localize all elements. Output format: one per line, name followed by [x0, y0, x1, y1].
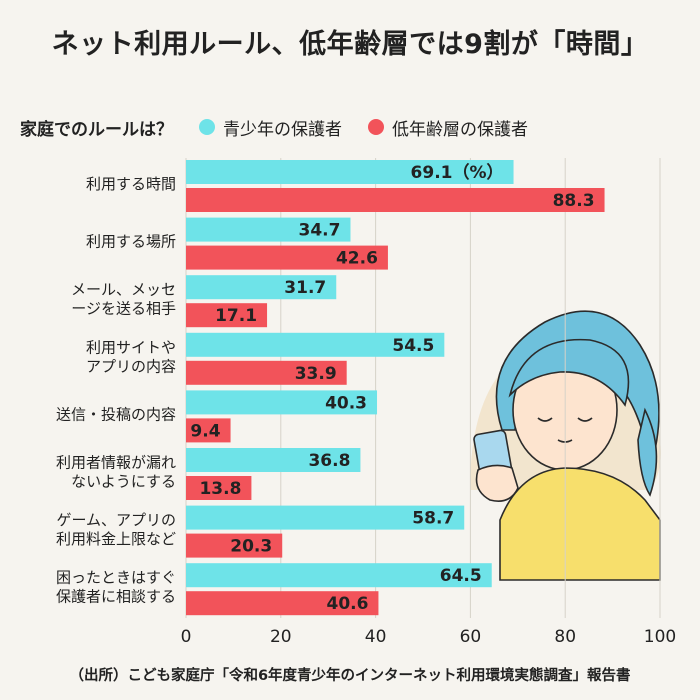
bar-series-2-3: [186, 360, 347, 385]
category-label-7-line-1: 保護者に相談する: [56, 588, 176, 606]
x-tick-label-60: 60: [460, 627, 482, 647]
value-label-series-2-1: 42.6: [336, 249, 378, 269]
legend-swatch-series-2: [368, 119, 384, 135]
category-label-2-line-0: メール、メッセ: [71, 281, 176, 299]
question-label: 家庭でのルールは？: [20, 119, 173, 140]
category-label-6-line-1: 利用料金上限など: [56, 530, 176, 548]
value-label-series-1-4: 40.3: [325, 393, 367, 413]
category-label-3-line-1: アプリの内容: [86, 357, 176, 375]
value-label-series-2-0: 88.3: [553, 191, 595, 211]
legend-swatch-series-1: [199, 119, 215, 135]
value-label-series-1-0: 69.1（%）: [411, 162, 504, 183]
source-note: （出所）こども家庭庁「令和6年度青少年のインターネット利用環境実態調査」報告書: [69, 668, 631, 684]
bar-series-1-1: [186, 217, 351, 242]
value-label-series-1-2: 31.7: [284, 278, 326, 298]
x-tick-label-40: 40: [365, 627, 387, 647]
bar-series-2-1: [186, 245, 388, 270]
bar-series-2-0: [186, 188, 605, 212]
category-label-0: 利用する時間: [86, 175, 176, 193]
bar-series-1-2: [186, 275, 337, 300]
bar-series-2-6: [186, 533, 283, 558]
category-label-5-line-0: 利用者情報が漏れ: [56, 454, 176, 472]
chart-title: ネット利用ルール、低年齢層では9割が「時間」: [51, 29, 649, 60]
bar-series-1-6: [186, 505, 465, 530]
legend-label-series-1: 青少年の保護者: [223, 119, 342, 140]
bar-series-1-4: [186, 390, 378, 415]
bar-series-2-5: [186, 476, 252, 500]
x-tick-label-80: 80: [554, 627, 576, 647]
legend: 家庭でのルールは？ 青少年の保護者 低年齢層の保護者: [20, 112, 528, 142]
bar-series-2-4: [186, 418, 231, 443]
x-tick-label-20: 20: [270, 627, 292, 647]
x-tick-label-0: 0: [181, 627, 192, 647]
woman-with-phone-illustration: [470, 310, 661, 581]
category-label-4: 送信・投稿の内容: [56, 405, 176, 423]
category-label-2-line-1: ージを送る相手: [71, 300, 176, 318]
category-label-5-line-1: ないようにする: [71, 473, 176, 491]
category-label-6-line-0: ゲーム、アプリの: [56, 511, 176, 529]
value-label-series-2-5: 13.8: [199, 479, 241, 499]
legend-item-series-1: 青少年の保護者: [199, 115, 342, 140]
x-tick-label-100: 100: [644, 627, 676, 647]
value-label-series-2-2: 17.1: [215, 306, 257, 326]
value-label-series-1-5: 36.8: [308, 451, 350, 471]
value-label-series-1-7: 64.5: [440, 566, 482, 586]
value-label-series-2-6: 20.3: [230, 537, 272, 557]
bar-series-2-2: [186, 303, 268, 328]
value-label-series-2-3: 33.9: [295, 364, 337, 384]
value-label-series-2-7: 40.6: [326, 594, 368, 614]
bar-series-2-7: [186, 591, 379, 616]
legend-item-series-2: 低年齢層の保護者: [368, 115, 528, 140]
category-label-7-line-0: 困ったときはすぐ: [56, 569, 176, 587]
bar-series-1-5: [186, 448, 361, 472]
category-label-3-line-0: 利用サイトや: [86, 338, 176, 356]
value-label-series-1-1: 34.7: [299, 221, 341, 241]
bar-series-1-0: [186, 160, 514, 184]
value-label-series-1-3: 54.5: [392, 336, 434, 356]
category-label-1: 利用する場所: [86, 233, 176, 251]
bar-series-1-3: [186, 332, 445, 357]
legend-label-series-2: 低年齢層の保護者: [392, 119, 528, 140]
value-label-series-2-4: 9.4: [190, 421, 220, 441]
bar-series-1-7: [186, 563, 492, 588]
value-label-series-1-6: 58.7: [412, 509, 454, 529]
